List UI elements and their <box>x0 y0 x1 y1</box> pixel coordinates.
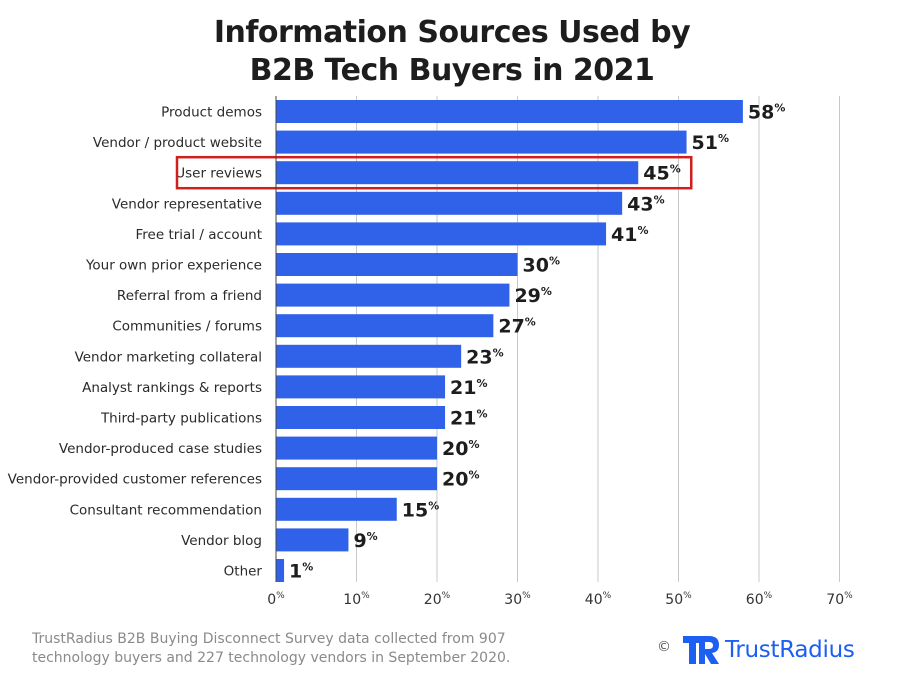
trustradius-logo-icon <box>683 636 719 664</box>
bar-vendor-marketing-collateral <box>276 344 462 368</box>
value-label-communities-forums: 27% <box>498 316 535 338</box>
source-note-line-1: TrustRadius B2B Buying Disconnect Survey… <box>32 631 506 647</box>
category-label-consultant-recommendation: Consultant recommendation <box>70 502 262 518</box>
category-label-vendor-produced-case-studies: Vendor-produced case studies <box>59 441 262 457</box>
bar-your-own-prior-experience <box>276 253 518 276</box>
category-label-referral-from-a-friend: Referral from a friend <box>117 288 262 304</box>
bar-free-trial-account <box>276 222 607 246</box>
category-label-communities-forums: Communities / forums <box>112 319 262 335</box>
bar-consultant-recommendation <box>276 497 397 521</box>
category-label-product-demos: Product demos <box>161 105 262 121</box>
copyright-symbol: © <box>657 639 671 655</box>
bar-user-reviews <box>276 161 639 185</box>
value-label-your-own-prior-experience: 30% <box>523 255 560 277</box>
brand-name: TrustRadius <box>725 637 855 663</box>
category-label-free-trial-account: Free trial / account <box>136 227 262 243</box>
bar-analyst-rankings-reports <box>276 375 446 399</box>
chart-title-line-2: B2B Tech Buyers in 2021 <box>249 53 655 88</box>
x-tick-label-40: 40% <box>585 591 612 608</box>
chart-title: Information Sources Used by B2B Tech Buy… <box>0 14 904 90</box>
x-tick-label-10: 10% <box>343 591 370 608</box>
brand-mark: © TrustRadius <box>657 632 855 668</box>
category-label-user-reviews: User reviews <box>175 166 262 182</box>
category-label-vendor-marketing-collateral: Vendor marketing collateral <box>75 349 262 365</box>
bar-referral-from-a-friend <box>276 283 510 307</box>
value-label-user-reviews: 45% <box>643 163 680 185</box>
category-label-vendor-product-website: Vendor / product website <box>93 135 262 151</box>
value-label-other: 1% <box>289 561 313 583</box>
value-label-product-demos: 58% <box>748 102 785 124</box>
x-tick-label-20: 20% <box>424 591 451 608</box>
value-label-vendor-product-website: 51% <box>692 132 729 154</box>
value-label-vendor-blog: 9% <box>353 530 377 552</box>
category-label-vendor-provided-customer-references: Vendor-provided customer references <box>8 472 262 488</box>
chart-title-line-1: Information Sources Used by <box>213 15 691 50</box>
value-label-consultant-recommendation: 15% <box>402 499 439 521</box>
bar-vendor-product-website <box>276 130 687 154</box>
value-label-third-party-publications: 21% <box>450 408 487 430</box>
bar-vendor-representative <box>276 191 623 215</box>
source-note-line-2: technology buyers and 227 technology ven… <box>32 650 511 666</box>
bar-third-party-publications <box>276 406 446 429</box>
x-tick-label-50: 50% <box>665 591 692 608</box>
category-label-other: Other <box>224 564 263 580</box>
bar-vendor-blog <box>276 528 349 552</box>
source-note: TrustRadius B2B Buying Disconnect Survey… <box>32 630 592 668</box>
value-label-vendor-produced-case-studies: 20% <box>442 438 479 460</box>
x-tick-label-60: 60% <box>746 591 773 608</box>
category-label-third-party-publications: Third-party publications <box>100 411 262 427</box>
value-label-referral-from-a-friend: 29% <box>514 285 551 307</box>
bar-other <box>276 559 285 582</box>
bar-chart: Product demos 58% Vendor / product website… <box>8 96 853 608</box>
category-label-vendor-blog: Vendor blog <box>181 533 262 549</box>
value-label-free-trial-account: 41% <box>611 224 648 246</box>
category-label-your-own-prior-experience: Your own prior experience <box>85 258 262 274</box>
value-label-vendor-representative: 43% <box>627 193 664 215</box>
category-label-analyst-rankings-reports: Analyst rankings & reports <box>82 380 262 396</box>
value-label-analyst-rankings-reports: 21% <box>450 377 487 399</box>
x-tick-label-0: 0% <box>267 591 285 608</box>
bar-product-demos <box>276 100 743 123</box>
value-label-vendor-marketing-collateral: 23% <box>466 346 503 368</box>
highlight-box <box>175 155 693 190</box>
x-tick-label-70: 70% <box>826 591 853 608</box>
x-tick-label-30: 30% <box>504 591 531 608</box>
bar-vendor-provided-customer-references <box>276 467 437 491</box>
bar-communities-forums <box>276 314 494 338</box>
value-label-vendor-provided-customer-references: 20% <box>442 469 479 491</box>
bar-vendor-produced-case-studies <box>276 436 437 460</box>
category-label-vendor-representative: Vendor representative <box>112 196 262 212</box>
